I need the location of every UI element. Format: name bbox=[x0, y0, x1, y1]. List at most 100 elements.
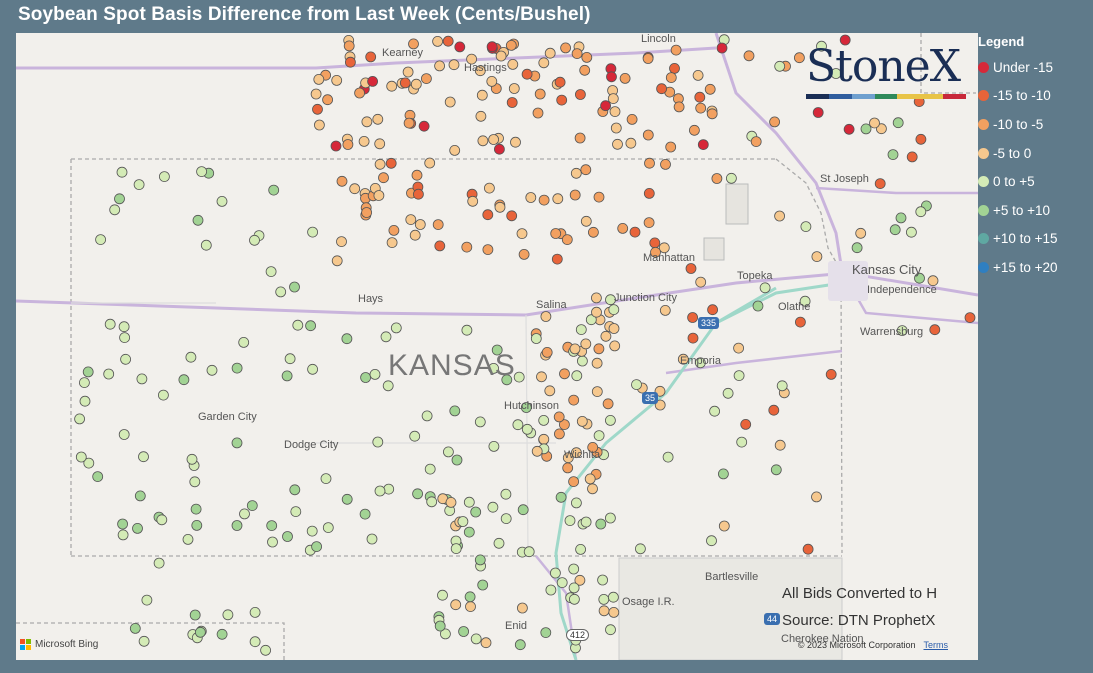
bid-point[interactable] bbox=[444, 96, 456, 108]
bid-point[interactable] bbox=[388, 224, 400, 236]
bid-point[interactable] bbox=[895, 212, 907, 224]
bid-point[interactable] bbox=[649, 237, 661, 249]
bid-point[interactable] bbox=[79, 395, 91, 407]
bid-point[interactable] bbox=[470, 506, 482, 518]
bid-point[interactable] bbox=[437, 589, 448, 601]
bid-point[interactable] bbox=[750, 136, 762, 147]
bid-point[interactable] bbox=[141, 594, 153, 606]
bid-point[interactable] bbox=[449, 405, 461, 417]
bid-point[interactable] bbox=[736, 436, 748, 448]
bid-point[interactable] bbox=[382, 380, 394, 392]
bid-point[interactable] bbox=[759, 282, 771, 294]
bid-point[interactable] bbox=[552, 193, 564, 205]
bid-point[interactable] bbox=[190, 503, 202, 515]
bid-point[interactable] bbox=[669, 63, 680, 74]
bid-point[interactable] bbox=[454, 41, 466, 53]
bid-point[interactable] bbox=[114, 193, 125, 205]
bid-point[interactable] bbox=[562, 462, 574, 474]
bid-point[interactable] bbox=[330, 140, 342, 152]
bid-point[interactable] bbox=[964, 312, 976, 324]
bid-point[interactable] bbox=[292, 319, 304, 331]
bid-point[interactable] bbox=[482, 244, 494, 256]
bid-point[interactable] bbox=[768, 404, 780, 416]
bid-point[interactable] bbox=[506, 210, 518, 222]
legend-item[interactable]: Under -15 bbox=[978, 53, 1090, 82]
bid-point[interactable] bbox=[434, 60, 446, 72]
bid-point[interactable] bbox=[390, 322, 402, 334]
bid-point[interactable] bbox=[718, 520, 730, 532]
bid-point[interactable] bbox=[530, 333, 542, 344]
bid-point[interactable] bbox=[374, 158, 386, 170]
bid-point[interactable] bbox=[607, 93, 619, 104]
bid-point[interactable] bbox=[555, 491, 567, 503]
bid-point[interactable] bbox=[605, 294, 616, 306]
bid-point[interactable] bbox=[550, 228, 562, 239]
bid-point[interactable] bbox=[556, 94, 568, 106]
bid-point[interactable] bbox=[307, 226, 319, 238]
bid-point[interactable] bbox=[488, 440, 500, 452]
bid-point[interactable] bbox=[709, 405, 720, 417]
bid-point[interactable] bbox=[116, 166, 128, 178]
bid-point[interactable] bbox=[463, 526, 475, 538]
bid-point[interactable] bbox=[564, 515, 576, 527]
bid-point[interactable] bbox=[474, 554, 486, 566]
bid-point[interactable] bbox=[450, 599, 462, 611]
bid-point[interactable] bbox=[501, 374, 513, 386]
bid-point[interactable] bbox=[305, 320, 317, 332]
bid-point[interactable] bbox=[812, 107, 824, 118]
bid-point[interactable] bbox=[349, 183, 361, 195]
bid-point[interactable] bbox=[889, 224, 901, 236]
bid-point[interactable] bbox=[156, 514, 168, 526]
bid-point[interactable] bbox=[486, 41, 498, 53]
bid-point[interactable] bbox=[707, 304, 718, 316]
bid-point[interactable] bbox=[474, 416, 486, 428]
bid-point[interactable] bbox=[575, 544, 586, 555]
legend-item[interactable]: -5 to 0 bbox=[978, 139, 1090, 168]
legend-item[interactable]: -15 to -10 bbox=[978, 82, 1090, 111]
bid-point[interactable] bbox=[342, 139, 354, 150]
bid-point[interactable] bbox=[495, 50, 507, 62]
bid-point[interactable] bbox=[451, 454, 463, 466]
bid-point[interactable] bbox=[716, 42, 728, 54]
bid-point[interactable] bbox=[470, 633, 482, 645]
bid-point[interactable] bbox=[706, 535, 717, 547]
bid-point[interactable] bbox=[138, 635, 150, 647]
bid-point[interactable] bbox=[507, 58, 519, 70]
bid-point[interactable] bbox=[525, 192, 537, 203]
bid-point[interactable] bbox=[409, 229, 421, 241]
bid-point[interactable] bbox=[541, 346, 553, 358]
bid-point[interactable] bbox=[336, 236, 347, 248]
bid-point[interactable] bbox=[246, 500, 258, 512]
bid-point[interactable] bbox=[505, 39, 517, 51]
bid-point[interactable] bbox=[414, 219, 426, 230]
bid-point[interactable] bbox=[553, 411, 565, 423]
bid-point[interactable] bbox=[695, 357, 706, 369]
bid-point[interactable] bbox=[493, 143, 505, 155]
bid-point[interactable] bbox=[540, 311, 552, 322]
bid-point[interactable] bbox=[403, 117, 415, 129]
bid-point[interactable] bbox=[520, 402, 532, 413]
bid-point[interactable] bbox=[466, 53, 478, 65]
bid-point[interactable] bbox=[480, 637, 492, 649]
bid-point[interactable] bbox=[432, 219, 444, 231]
bid-point[interactable] bbox=[830, 68, 842, 79]
bid-point[interactable] bbox=[402, 66, 414, 78]
bid-point[interactable] bbox=[587, 483, 598, 495]
bid-point[interactable] bbox=[650, 246, 661, 258]
bid-point[interactable] bbox=[892, 117, 904, 129]
bid-point[interactable] bbox=[358, 136, 370, 147]
bid-point[interactable] bbox=[660, 158, 671, 170]
bid-point[interactable] bbox=[118, 429, 130, 440]
bid-point[interactable] bbox=[571, 497, 582, 509]
bid-point[interactable] bbox=[617, 222, 629, 234]
bid-point[interactable] bbox=[584, 473, 596, 485]
bid-point[interactable] bbox=[579, 64, 591, 76]
bid-point[interactable] bbox=[580, 164, 592, 176]
bid-point[interactable] bbox=[695, 276, 707, 288]
bid-point[interactable] bbox=[231, 520, 243, 531]
bid-point[interactable] bbox=[129, 623, 141, 634]
bid-point[interactable] bbox=[642, 129, 654, 141]
bid-point[interactable] bbox=[659, 304, 671, 316]
bid-point[interactable] bbox=[158, 171, 170, 183]
bid-point[interactable] bbox=[569, 189, 581, 201]
